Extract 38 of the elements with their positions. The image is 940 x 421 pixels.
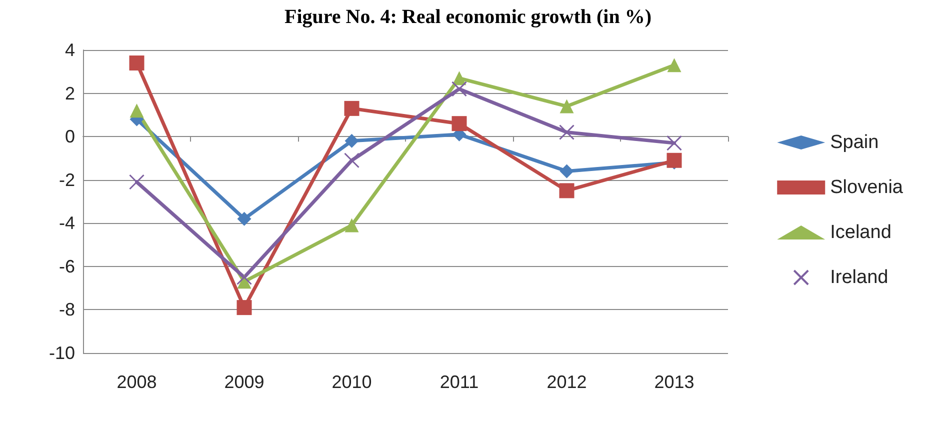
y-tick-label: -6 xyxy=(58,256,75,276)
point xyxy=(129,55,144,70)
point xyxy=(130,104,144,118)
y-tick-label: -4 xyxy=(58,213,75,234)
point xyxy=(452,71,466,86)
point xyxy=(560,164,574,178)
y-tick-label: -10 xyxy=(48,343,75,363)
legend-label: Slovenia xyxy=(830,177,904,198)
point xyxy=(666,152,682,168)
y-tick-label: 0 xyxy=(64,126,75,147)
point xyxy=(452,81,467,97)
y-tick-label: -2 xyxy=(58,170,75,190)
y-tick-label: 2 xyxy=(64,83,75,104)
x-tick-label: 2013 xyxy=(654,372,694,392)
legend-label: Spain xyxy=(830,132,879,153)
point xyxy=(452,116,467,132)
point xyxy=(344,100,360,116)
point xyxy=(559,124,574,140)
point xyxy=(344,134,359,148)
x-tick-label: 2012 xyxy=(546,372,587,392)
y-tick-label: -8 xyxy=(58,300,75,320)
point xyxy=(237,212,252,226)
legend-label: Iceland xyxy=(830,222,892,243)
x-tick-label: 2011 xyxy=(440,372,479,392)
point xyxy=(236,300,252,316)
point xyxy=(559,183,574,198)
point xyxy=(344,152,360,168)
x-tick-label: 2010 xyxy=(332,372,372,392)
legend-label: Ireland xyxy=(830,267,888,288)
x-tick-label: 2009 xyxy=(224,372,264,392)
chart-title: Figure No. 4: Real economic growth (in %) xyxy=(284,6,652,28)
x-tick-label: 2008 xyxy=(116,372,157,392)
point xyxy=(344,218,359,232)
point xyxy=(129,174,144,190)
point xyxy=(560,99,574,114)
point xyxy=(666,135,682,151)
y-tick-label: 4 xyxy=(64,40,75,60)
point xyxy=(667,58,682,72)
